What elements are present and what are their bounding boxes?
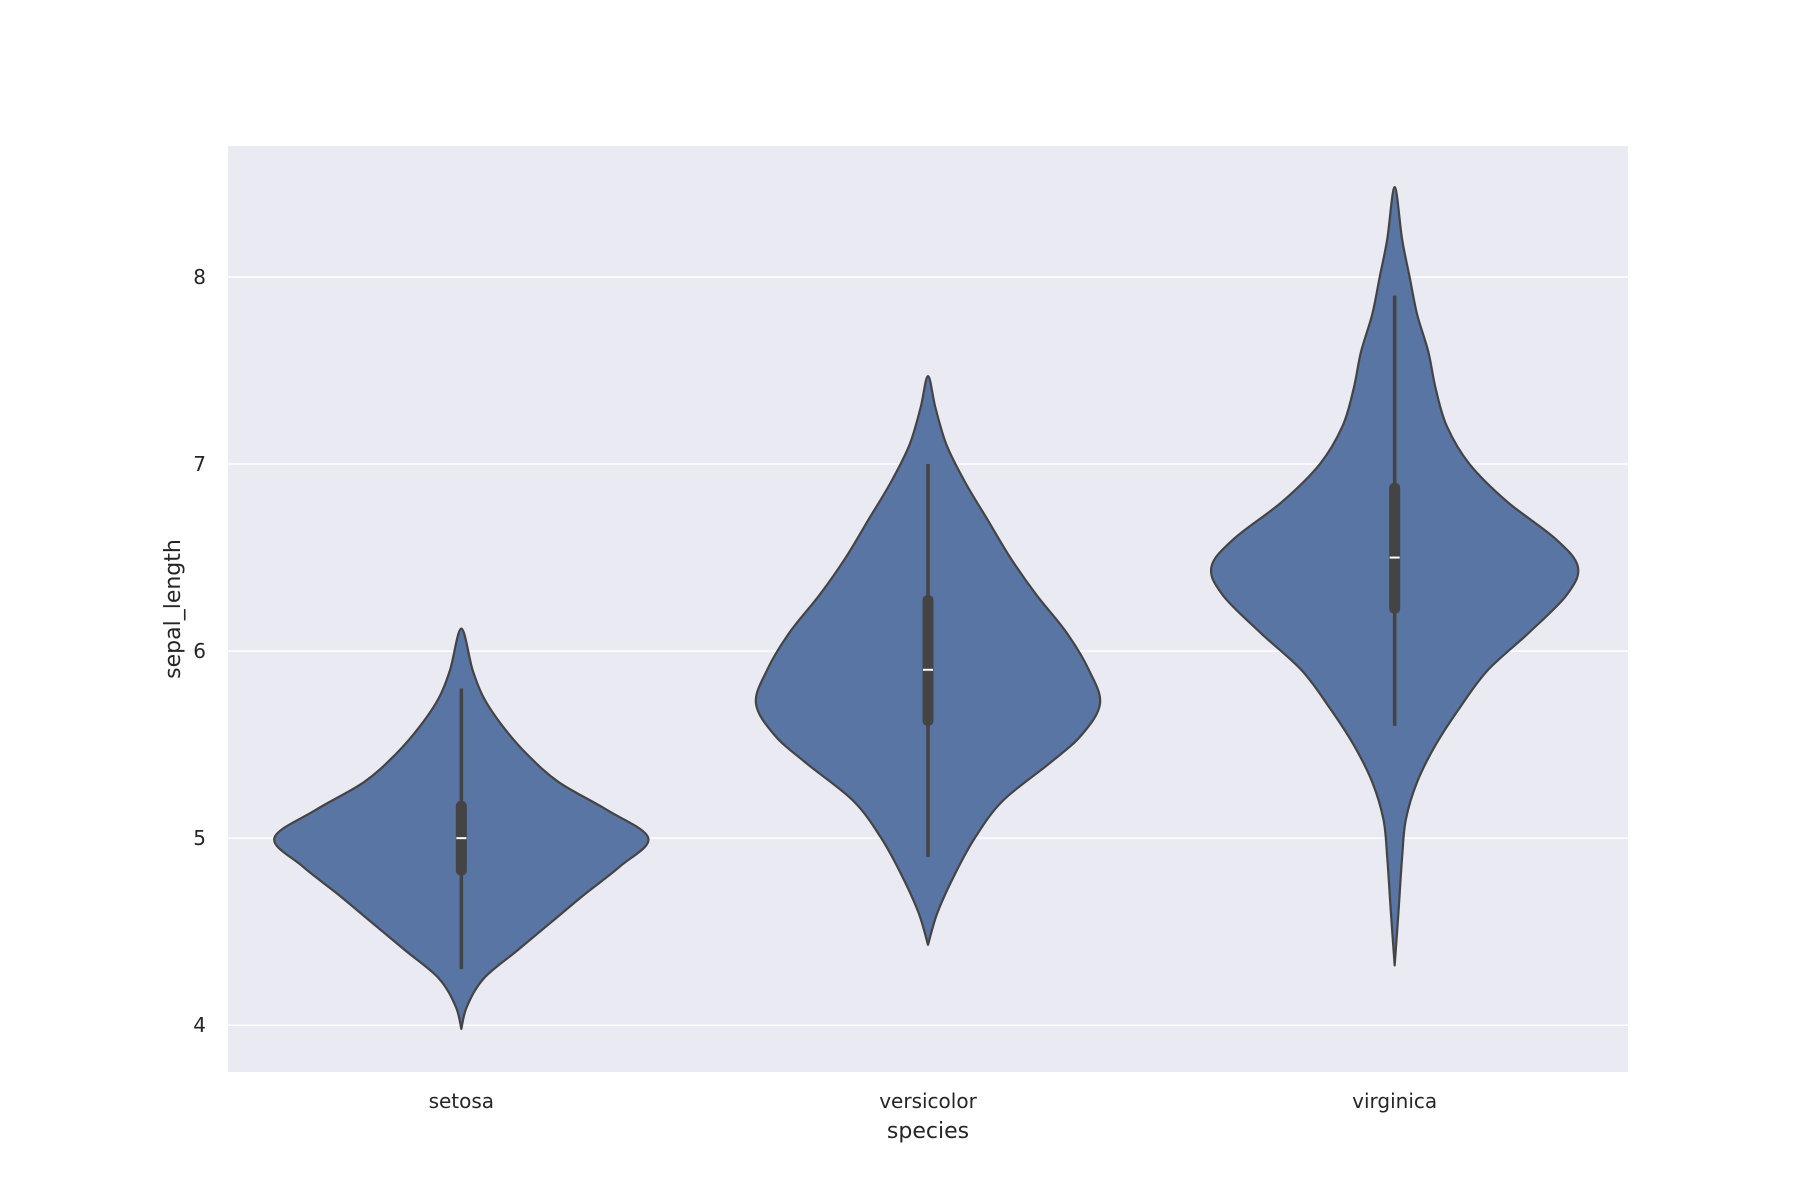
- violin-iqr-box: [1389, 482, 1401, 614]
- violin-setosa: [273, 627, 650, 1031]
- x-tick-label-virginica: virginica: [1352, 1089, 1437, 1113]
- y-axis-label: sepal_length: [161, 539, 186, 679]
- y-tick-label: 5: [193, 826, 206, 850]
- violin-iqr-box: [922, 594, 934, 726]
- violin-virginica: [1209, 186, 1580, 967]
- y-tick-label: 8: [193, 265, 206, 289]
- y-tick-label: 4: [193, 1013, 206, 1037]
- y-tick-labels: 4 5 6 7 8: [193, 265, 206, 1037]
- x-tick-label-setosa: setosa: [429, 1089, 494, 1113]
- violins: [273, 186, 1580, 1031]
- x-axis-label: species: [887, 1119, 969, 1144]
- x-tick-label-versicolor: versicolor: [879, 1089, 977, 1113]
- violin-versicolor: [754, 375, 1102, 946]
- y-tick-label: 7: [193, 452, 206, 476]
- x-tick-labels: setosa versicolor virginica: [429, 1089, 1438, 1113]
- y-tick-label: 6: [193, 639, 206, 663]
